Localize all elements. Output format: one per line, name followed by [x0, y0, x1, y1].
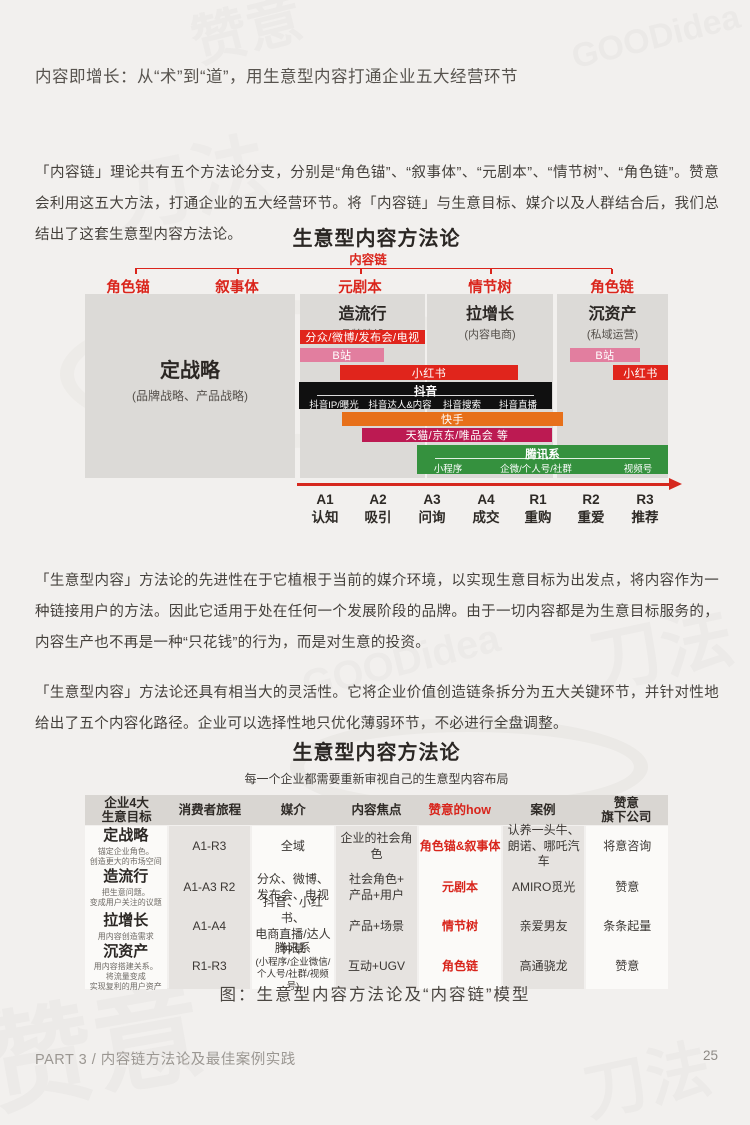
cell-company-3: 条条起量 — [603, 918, 652, 933]
axis-a4: A4 成交 — [472, 492, 500, 526]
cell-focus-3: 产品+场景 — [348, 918, 404, 933]
cell-journey-1: A1-R3 — [192, 838, 227, 853]
journey-arrow-head — [669, 478, 682, 490]
cell-media-2: 分众、微博、 发布会、电视 — [256, 871, 329, 902]
cell-journey-3: A1-A4 — [192, 918, 227, 933]
axis-r3: R3 推荐 — [631, 492, 659, 526]
footer-section-label: PART 3 / 内容链方法论及最佳案例实践 — [35, 1052, 296, 1068]
content-chain-label: 内容链 — [349, 253, 387, 267]
method-label-juese-mao: 角色锚 — [106, 280, 150, 296]
method-label-qingjieshu: 情节树 — [468, 280, 512, 296]
cell-goal-4: 沉资产 用内容搭建关系。 将流量变成 实现复利的用户资产 — [89, 942, 162, 992]
cell-journey-4: R1-R3 — [192, 959, 227, 974]
page-title: 内容即增长：从“术”到“道”，用生意型内容打通企业五大经营环节 — [35, 68, 518, 86]
body-paragraph-2: 「生意型内容」方法论还具有相当大的灵活性。它将企业价值创造链条拆分为五大关键环节… — [35, 684, 719, 732]
media-bar-tmall-jd: 天猫/京东/唯品会 等 — [362, 428, 552, 442]
media-bar-kuaishou: 快手 — [342, 412, 563, 426]
diagram2-title: 生意型内容方法论 — [292, 742, 461, 764]
cell-media-1: 全域 — [280, 838, 305, 853]
cell-company-1: 将意咨询 — [603, 838, 652, 853]
body-paragraph-1: 「生意型内容」方法论的先进性在于它植根于当前的媒介环境，以实现生意目标为出发点，… — [35, 572, 719, 651]
douyin-bracket — [316, 395, 535, 396]
methodology-table-diagram: 生意型内容方法论 每一个企业都需要重新审视自己的生意型内容布局 企业4大 生意目… — [85, 736, 668, 992]
page-number: 25 — [702, 1048, 718, 1063]
method-label-xushiti: 叙事体 — [215, 280, 259, 296]
cell-goal-1: 定战略 锚定企业角色。 创造更大的市场空间 — [89, 827, 162, 866]
column-focus: 企业的社会角色 社会角色+ 产品+用户 产品+场景 互动+UGV — [335, 826, 418, 989]
media-bar-tencent: 腾讯系 小程序 企微/个人号/社群 视频号 — [417, 445, 668, 475]
cell-focus-4: 互动+UGV — [347, 959, 405, 974]
table-body: 定战略 锚定企业角色。 创造更大的市场空间 造流行 把生意问题。 变成用户关注的… — [85, 823, 668, 992]
media-bar-bilibili-right: B站 — [570, 348, 640, 362]
cell-case-4: 高通骁龙 — [519, 959, 568, 974]
cell-journey-2: A1-A3 R2 — [183, 879, 236, 894]
content-chain-bracket — [135, 268, 613, 274]
cell-company-2: 赞意 — [615, 879, 640, 894]
column-company: 将意咨询 赞意 条条起量 赞意 — [586, 826, 668, 989]
cell-media-3: 抖音、小红书、 电商直播/达人种草 — [255, 895, 331, 957]
axis-r1: R1 重购 — [524, 492, 552, 526]
strategy-title: 定战略 — [160, 360, 220, 382]
header-case: 案例 — [530, 802, 556, 817]
strategy-subtitle: (品牌战略、产品战略) — [132, 389, 248, 403]
cell-goal-2: 造流行 把生意问题。 变成用户关注的议题 — [89, 868, 162, 907]
cell-focus-1: 企业的社会角色 — [340, 830, 413, 861]
intro-paragraph: 「内容链」理论共有五个方法论分支，分别是“角色锚”、“叙事体”、“元剧本”、“情… — [35, 164, 719, 243]
strategy-block: 定战略 (品牌战略、产品战略) — [85, 294, 295, 478]
diagram2-subtitle: 每一个企业都需要重新审视自己的生意型内容布局 — [244, 772, 509, 786]
header-how: 赞意的how — [428, 802, 492, 817]
header-journey: 消费者旅程 — [178, 802, 242, 817]
methodology-map-diagram: 生意型内容方法论 内容链 角色锚 叙事体 元剧本 情节树 角色链 定战略 (品牌… — [85, 222, 685, 526]
method-label-juese-lian: 角色链 — [590, 280, 634, 296]
cell-case-3: 亲爱男友 — [519, 918, 568, 933]
journey-arrow — [297, 483, 671, 486]
cell-company-4: 赞意 — [615, 959, 640, 974]
cell-media-4: 腾讯系 (小程序/企业微信/ 个人号/社群/视频号) — [255, 941, 331, 992]
cell-how-4: 角色链 — [442, 959, 479, 974]
cell-goal-3: 拉增长 用内容创造需求 — [97, 912, 154, 941]
cell-how-2: 元剧本 — [442, 879, 479, 894]
watermark-daofa-bottomright: 刀法 — [574, 1018, 718, 1125]
axis-a2: A2 吸引 — [364, 492, 392, 526]
column-goal: 定战略 锚定企业角色。 创造更大的市场空间 造流行 把生意问题。 变成用户关注的… — [85, 826, 167, 992]
cell-case-1: 认养一头牛、 朗诺、哪吒汽车 — [507, 823, 580, 869]
axis-r2: R2 重爱 — [577, 492, 605, 526]
column-media: 全域 分众、微博、 发布会、电视 抖音、小红书、 电商直播/达人种草 腾讯系 (… — [252, 826, 334, 992]
media-bar-bilibili-left: B站 — [300, 348, 384, 362]
column-journey: A1-R3 A1-A3 R2 A1-A4 R1-R3 — [168, 826, 251, 989]
table-header-row: 企业4大 生意目标 消费者旅程 媒介 内容焦点 赞意的how 案例 赞意 旗下公… — [85, 795, 668, 825]
media-bar-douyin: 抖音 抖音IP/曝光 抖音达人&内容 抖音搜索 抖音直播 — [299, 382, 552, 411]
method-label-yuanjuben: 元剧本 — [338, 280, 382, 296]
column-how: 角色锚&叙事体 元剧本 情节树 角色链 — [419, 826, 501, 989]
header-company: 赞意 旗下公司 — [601, 795, 652, 824]
cell-case-2: AMIRO觅光 — [511, 879, 576, 894]
cell-focus-2: 社会角色+ 产品+用户 — [348, 871, 404, 902]
header-focus: 内容焦点 — [351, 802, 402, 817]
header-media: 媒介 — [280, 802, 306, 817]
media-bar-xiaohongshu-left: 小红书 — [340, 365, 518, 380]
header-goal: 企业4大 生意目标 — [101, 795, 152, 824]
column-header-lazengzhang: 拉增长 (内容电商) — [464, 306, 516, 341]
axis-a3: A3 问询 — [418, 492, 446, 526]
figure-caption: 图：生意型内容方法论及“内容链”模型 — [219, 986, 531, 1004]
column-header-chenzichan: 沉资产 (私域运营) — [586, 306, 639, 341]
media-bar-xiaohongshu-right: 小红书 — [613, 365, 668, 380]
cell-how-3: 情节树 — [442, 918, 479, 933]
diagram1-title: 生意型内容方法论 — [292, 228, 461, 250]
column-case: 认养一头牛、 朗诺、哪吒汽车 AMIRO觅光 亲爱男友 高通骁龙 — [502, 823, 585, 989]
media-bar-fenzhong: 分众/微博/发布会/电视 — [300, 330, 425, 344]
tencent-bracket — [434, 458, 651, 459]
cell-how-1: 角色锚&叙事体 — [419, 838, 501, 853]
axis-a1: A1 认知 — [311, 492, 339, 526]
